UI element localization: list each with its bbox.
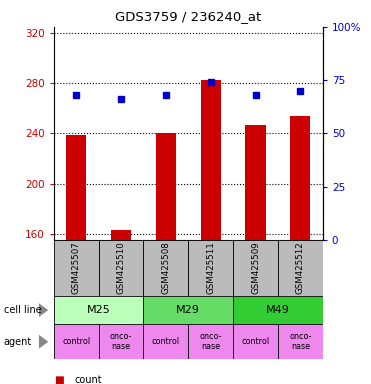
Text: GSM425507: GSM425507 xyxy=(72,242,81,294)
Bar xyxy=(246,125,266,240)
Bar xyxy=(54,240,99,296)
Polygon shape xyxy=(39,335,48,349)
Title: GDS3759 / 236240_at: GDS3759 / 236240_at xyxy=(115,10,262,23)
Bar xyxy=(290,116,311,240)
Bar xyxy=(54,296,144,324)
Bar xyxy=(233,324,278,359)
Bar xyxy=(188,240,233,296)
Text: GSM425508: GSM425508 xyxy=(161,242,170,294)
Bar xyxy=(278,240,323,296)
Bar xyxy=(188,324,233,359)
Polygon shape xyxy=(39,303,48,317)
Bar xyxy=(144,296,233,324)
Bar xyxy=(201,79,221,240)
Bar xyxy=(66,135,86,240)
Text: M49: M49 xyxy=(266,305,290,315)
Text: onco-
nase: onco- nase xyxy=(200,332,222,351)
Text: GSM425512: GSM425512 xyxy=(296,242,305,294)
Text: GSM425510: GSM425510 xyxy=(116,242,125,294)
Text: onco-
nase: onco- nase xyxy=(289,332,312,351)
Bar xyxy=(54,324,99,359)
Text: GSM425509: GSM425509 xyxy=(251,242,260,294)
Text: GSM425511: GSM425511 xyxy=(206,242,215,294)
Text: control: control xyxy=(242,337,270,346)
Text: ■: ■ xyxy=(54,375,63,384)
Text: M29: M29 xyxy=(176,305,200,315)
Bar xyxy=(99,324,144,359)
Text: cell line: cell line xyxy=(4,305,42,315)
Bar xyxy=(156,134,176,240)
Bar xyxy=(144,324,188,359)
Text: control: control xyxy=(152,337,180,346)
Bar xyxy=(144,240,188,296)
Bar xyxy=(111,230,131,240)
Bar xyxy=(233,240,278,296)
Bar xyxy=(99,240,144,296)
Bar xyxy=(278,324,323,359)
Text: count: count xyxy=(74,375,102,384)
Text: control: control xyxy=(62,337,90,346)
Text: onco-
nase: onco- nase xyxy=(110,332,132,351)
Bar xyxy=(233,296,323,324)
Text: agent: agent xyxy=(4,337,32,347)
Text: M25: M25 xyxy=(87,305,111,315)
